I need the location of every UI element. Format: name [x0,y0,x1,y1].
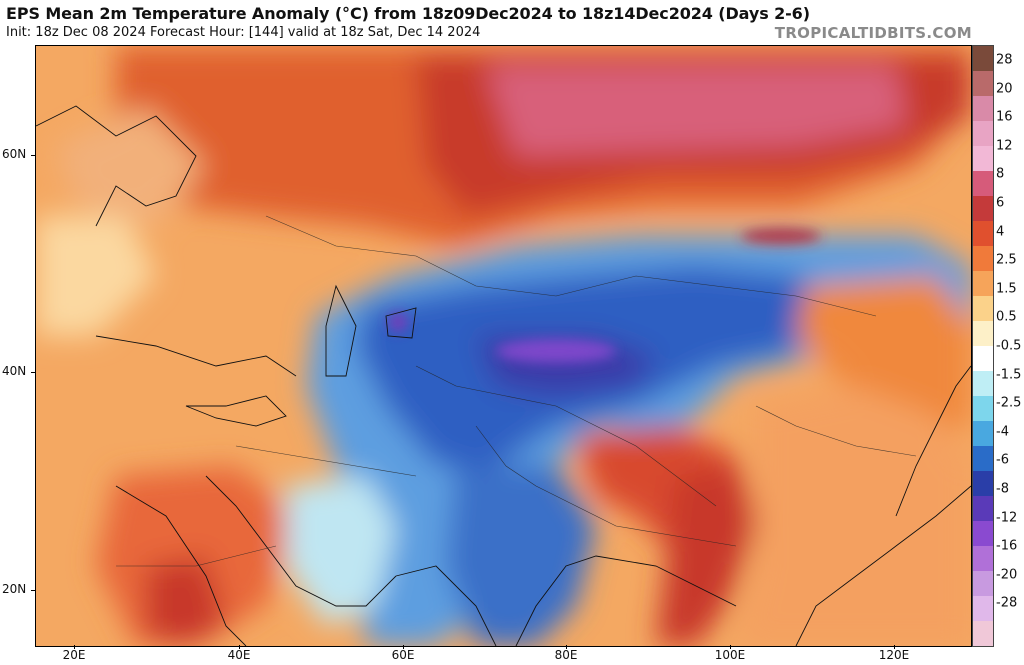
colorbar-swatch [973,521,993,547]
lon-label-100: 100E [714,648,746,662]
colorbar-swatch [973,446,993,472]
gulf-cool-zone [286,476,396,626]
colorbar-label: -2.5 [996,395,1022,411]
scandinavia-zone [56,106,206,226]
colorbar-swatch [973,121,993,147]
lat-tick-60 [31,155,35,156]
colorbar-swatch [973,496,993,522]
lon-label-40: 40E [227,648,251,662]
colorbar-label: 16 [996,109,1013,125]
colorbar-label: -20 [996,567,1018,583]
colorbar-swatch [973,346,993,372]
colorbar-swatch [973,71,993,97]
colorbar [972,45,994,647]
colorbar-label: 1.5 [996,281,1017,297]
colorbar-swatch [973,271,993,297]
lat-label-20: 20N [2,582,27,596]
colorbar-label: -28 [996,595,1018,611]
anomaly-map-graphic [36,46,971,646]
colorbar-label: -4 [996,424,1009,440]
myanmar-warm-zone [656,466,756,646]
colorbar-swatch [973,46,993,72]
lon-label-20: 20E [62,648,86,662]
colorbar-swatch [973,396,993,422]
colorbar-label: -8 [996,481,1009,497]
colorbar-label: 0.5 [996,309,1017,325]
coastlines [36,105,971,646]
colorbar-label: 20 [996,81,1013,97]
colorbar-swatch [973,546,993,572]
europe-neutral-zone [36,216,156,336]
country-borders [116,215,917,567]
colorbar-label: 28 [996,52,1013,68]
china-warm-zone [736,386,971,646]
colorbar-swatch [973,196,993,222]
colorbar-label: 2.5 [996,252,1017,268]
colorbar-swatch [973,171,993,197]
lon-tick-120 [894,645,895,649]
mongolia-warm-zone [796,276,971,436]
lon-label-60: 60E [391,648,415,662]
colorbar-swatch [973,621,993,646]
brand-watermark[interactable]: TROPICALTIDBITS.COM [774,24,972,42]
colorbar-label: 12 [996,138,1013,154]
tianshan-cold-spot [496,339,616,363]
lon-tick-80 [566,645,567,649]
lon-label-80: 80E [554,648,578,662]
colorbar-swatch [973,146,993,172]
colorbar-swatch [973,246,993,272]
colorbar-swatch [973,321,993,347]
lat-tick-40 [31,372,35,373]
colorbar-label: -16 [996,538,1018,554]
colorbar-label: -1.5 [996,367,1022,383]
map-title: EPS Mean 2m Temperature Anomaly (°C) fro… [6,4,810,23]
sudan-hot-zone [146,556,226,646]
colorbar-swatch [973,221,993,247]
colorbar-label: -6 [996,452,1009,468]
lon-label-120: 120E [878,648,910,662]
map-subtitle: Init: 18z Dec 08 2024 Forecast Hour: [14… [6,25,481,40]
colorbar-swatch [973,96,993,122]
lon-tick-20 [74,645,75,649]
baikal-warm-spot [741,228,821,244]
lon-tick-60 [403,645,404,649]
lon-tick-40 [239,645,240,649]
lon-tick-100 [730,645,731,649]
lat-label-60: 60N [2,147,27,161]
colorbar-swatch [973,371,993,397]
lat-tick-20 [31,590,35,591]
colorbar-label: 8 [996,166,1005,182]
anomaly-map [35,45,972,647]
colorbar-swatch [973,471,993,497]
colorbar-swatch [973,296,993,322]
colorbar-swatch [973,421,993,447]
colorbar-label: 6 [996,195,1005,211]
lat-label-40: 40N [2,364,27,378]
colorbar-label: 4 [996,224,1005,240]
siberia-max-zone [486,66,906,156]
colorbar-label: -0.5 [996,338,1022,354]
colorbar-swatch [973,596,993,622]
colorbar-swatch [973,571,993,597]
colorbar-label: -12 [996,510,1018,526]
aral-cold-spot [388,312,408,332]
india-cold-zone [446,466,596,646]
